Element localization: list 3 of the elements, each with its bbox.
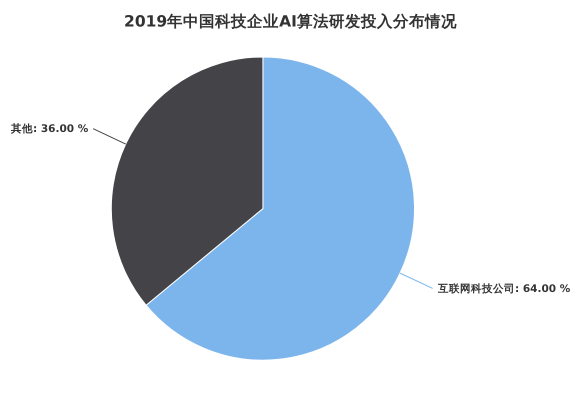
chart-title: 2019年中国科技企业AI算法研发投入分布情况 (124, 12, 458, 30)
slice-label: 其他: 36.00 % (10, 122, 89, 135)
slice-label: 互联网科技公司: 64.00 % (437, 282, 571, 295)
